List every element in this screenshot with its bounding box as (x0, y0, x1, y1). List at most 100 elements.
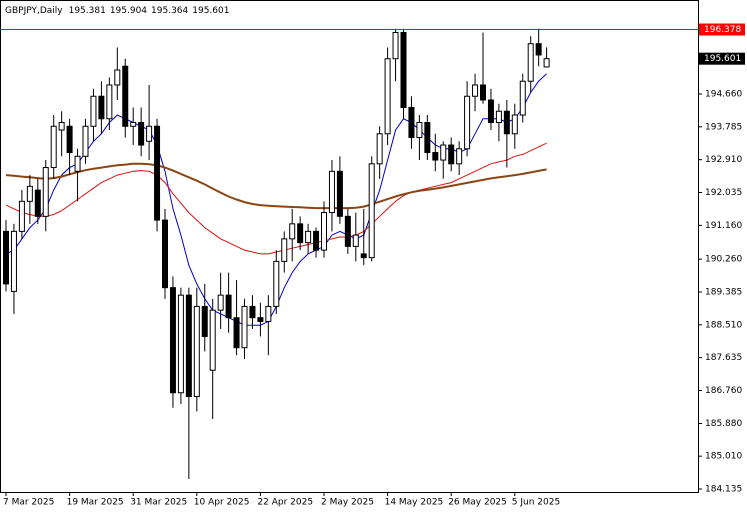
candle-body (233, 317, 240, 349)
candle-body (328, 170, 335, 214)
candle-body (289, 223, 296, 240)
candle-body (448, 144, 455, 165)
candle-body (98, 95, 105, 120)
candle-body (138, 122, 145, 146)
high-value: 195.904 (110, 6, 147, 16)
candle-body (313, 230, 320, 251)
current-price-label: 195.601 (704, 54, 741, 64)
candle-body (130, 122, 137, 127)
x-tick-label: 22 Apr 2025 (257, 498, 313, 508)
candle-body (384, 58, 391, 135)
candle-body (535, 43, 542, 56)
candle-body (122, 65, 129, 127)
candle-body (146, 125, 153, 142)
y-tick-label: 194.660 (705, 89, 742, 99)
candle-body (408, 107, 415, 139)
candle-body (543, 58, 550, 68)
candle-body (297, 223, 304, 244)
candle-body (527, 43, 534, 82)
price-line-label-box (699, 23, 745, 36)
current-price-label-box (699, 52, 745, 65)
candle-body (257, 317, 264, 322)
x-tick-label: 10 Apr 2025 (194, 498, 250, 508)
y-tick-label: 184.135 (705, 484, 742, 494)
candle-body (34, 189, 41, 217)
candle-body (201, 305, 208, 337)
y-tick-label: 187.635 (705, 353, 742, 363)
candle-body (18, 200, 25, 232)
candle-body (3, 230, 9, 285)
y-tick-label: 185.010 (705, 452, 742, 462)
candle-body (480, 84, 486, 101)
candle-body (400, 31, 407, 109)
candle-body (464, 95, 471, 150)
candle-body (209, 309, 216, 371)
y-tick-label: 186.760 (705, 386, 742, 396)
candle-body (472, 84, 479, 97)
candle-body (456, 148, 463, 165)
candle-body (360, 253, 367, 259)
candle-body (241, 305, 248, 349)
candle-body (344, 215, 351, 247)
candle-body (177, 294, 184, 394)
candle-body (66, 125, 73, 154)
candle-body (26, 185, 33, 202)
candle-body (225, 294, 232, 319)
price-line-label: 196.378 (704, 25, 741, 35)
candle-body (265, 305, 272, 322)
candle-body (511, 114, 518, 135)
candle-body (376, 133, 383, 165)
candle-body (10, 230, 17, 292)
y-tick-label: 192.910 (705, 155, 742, 165)
x-tick-label: 14 May 2025 (385, 498, 444, 508)
y-tick-label: 190.260 (705, 255, 742, 265)
y-tick-label: 191.160 (705, 221, 742, 231)
candle-body (273, 260, 280, 307)
candle-body (249, 305, 256, 319)
close-value: 195.601 (192, 6, 229, 16)
candle-body (154, 125, 161, 221)
y-tick-label: 192.035 (705, 188, 742, 198)
candle-body (106, 84, 113, 120)
chart-header: GBPJPY,Daily 195.381 195.904 195.364 195.601 (5, 6, 229, 16)
candle-body (519, 80, 526, 116)
x-tick-label: 31 Mar 2025 (130, 498, 187, 508)
candle-body (58, 122, 65, 131)
candle-body (440, 144, 447, 161)
candle-body (114, 69, 121, 86)
candle-body (305, 230, 312, 244)
low-value: 195.364 (151, 6, 188, 16)
candle-body (74, 155, 81, 172)
y-tick-label: 189.385 (705, 287, 742, 297)
x-tick-label: 2 May 2025 (321, 498, 374, 508)
open-value: 195.381 (69, 6, 106, 16)
candle-body (321, 212, 327, 251)
candle-body (336, 170, 343, 217)
candle-body (495, 110, 502, 124)
y-tick-label: 193.785 (705, 122, 742, 132)
candle-body (217, 294, 224, 311)
candle-body (424, 122, 431, 154)
candle-body (352, 234, 359, 247)
candle-body (185, 294, 192, 397)
x-tick-label: 19 Mar 2025 (67, 498, 124, 508)
candle-body (281, 238, 288, 262)
candle-body (42, 167, 49, 217)
x-tick-label: 7 Mar 2025 (3, 498, 54, 508)
candle-body (416, 122, 423, 139)
candle-body (50, 125, 57, 169)
x-tick-label: 26 May 2025 (448, 498, 507, 508)
candle-body (162, 219, 168, 289)
candle-body (169, 287, 176, 394)
candle-body (82, 125, 89, 157)
candle-body (487, 99, 494, 124)
candle-body (368, 163, 375, 259)
candle-body (432, 152, 439, 161)
candle-body (503, 110, 510, 135)
x-tick-label: 5 Jun 2025 (512, 498, 560, 508)
chart-title: GBPJPY,Daily (5, 6, 63, 16)
y-tick-label: 188.510 (705, 320, 742, 330)
candle-body (90, 95, 97, 127)
